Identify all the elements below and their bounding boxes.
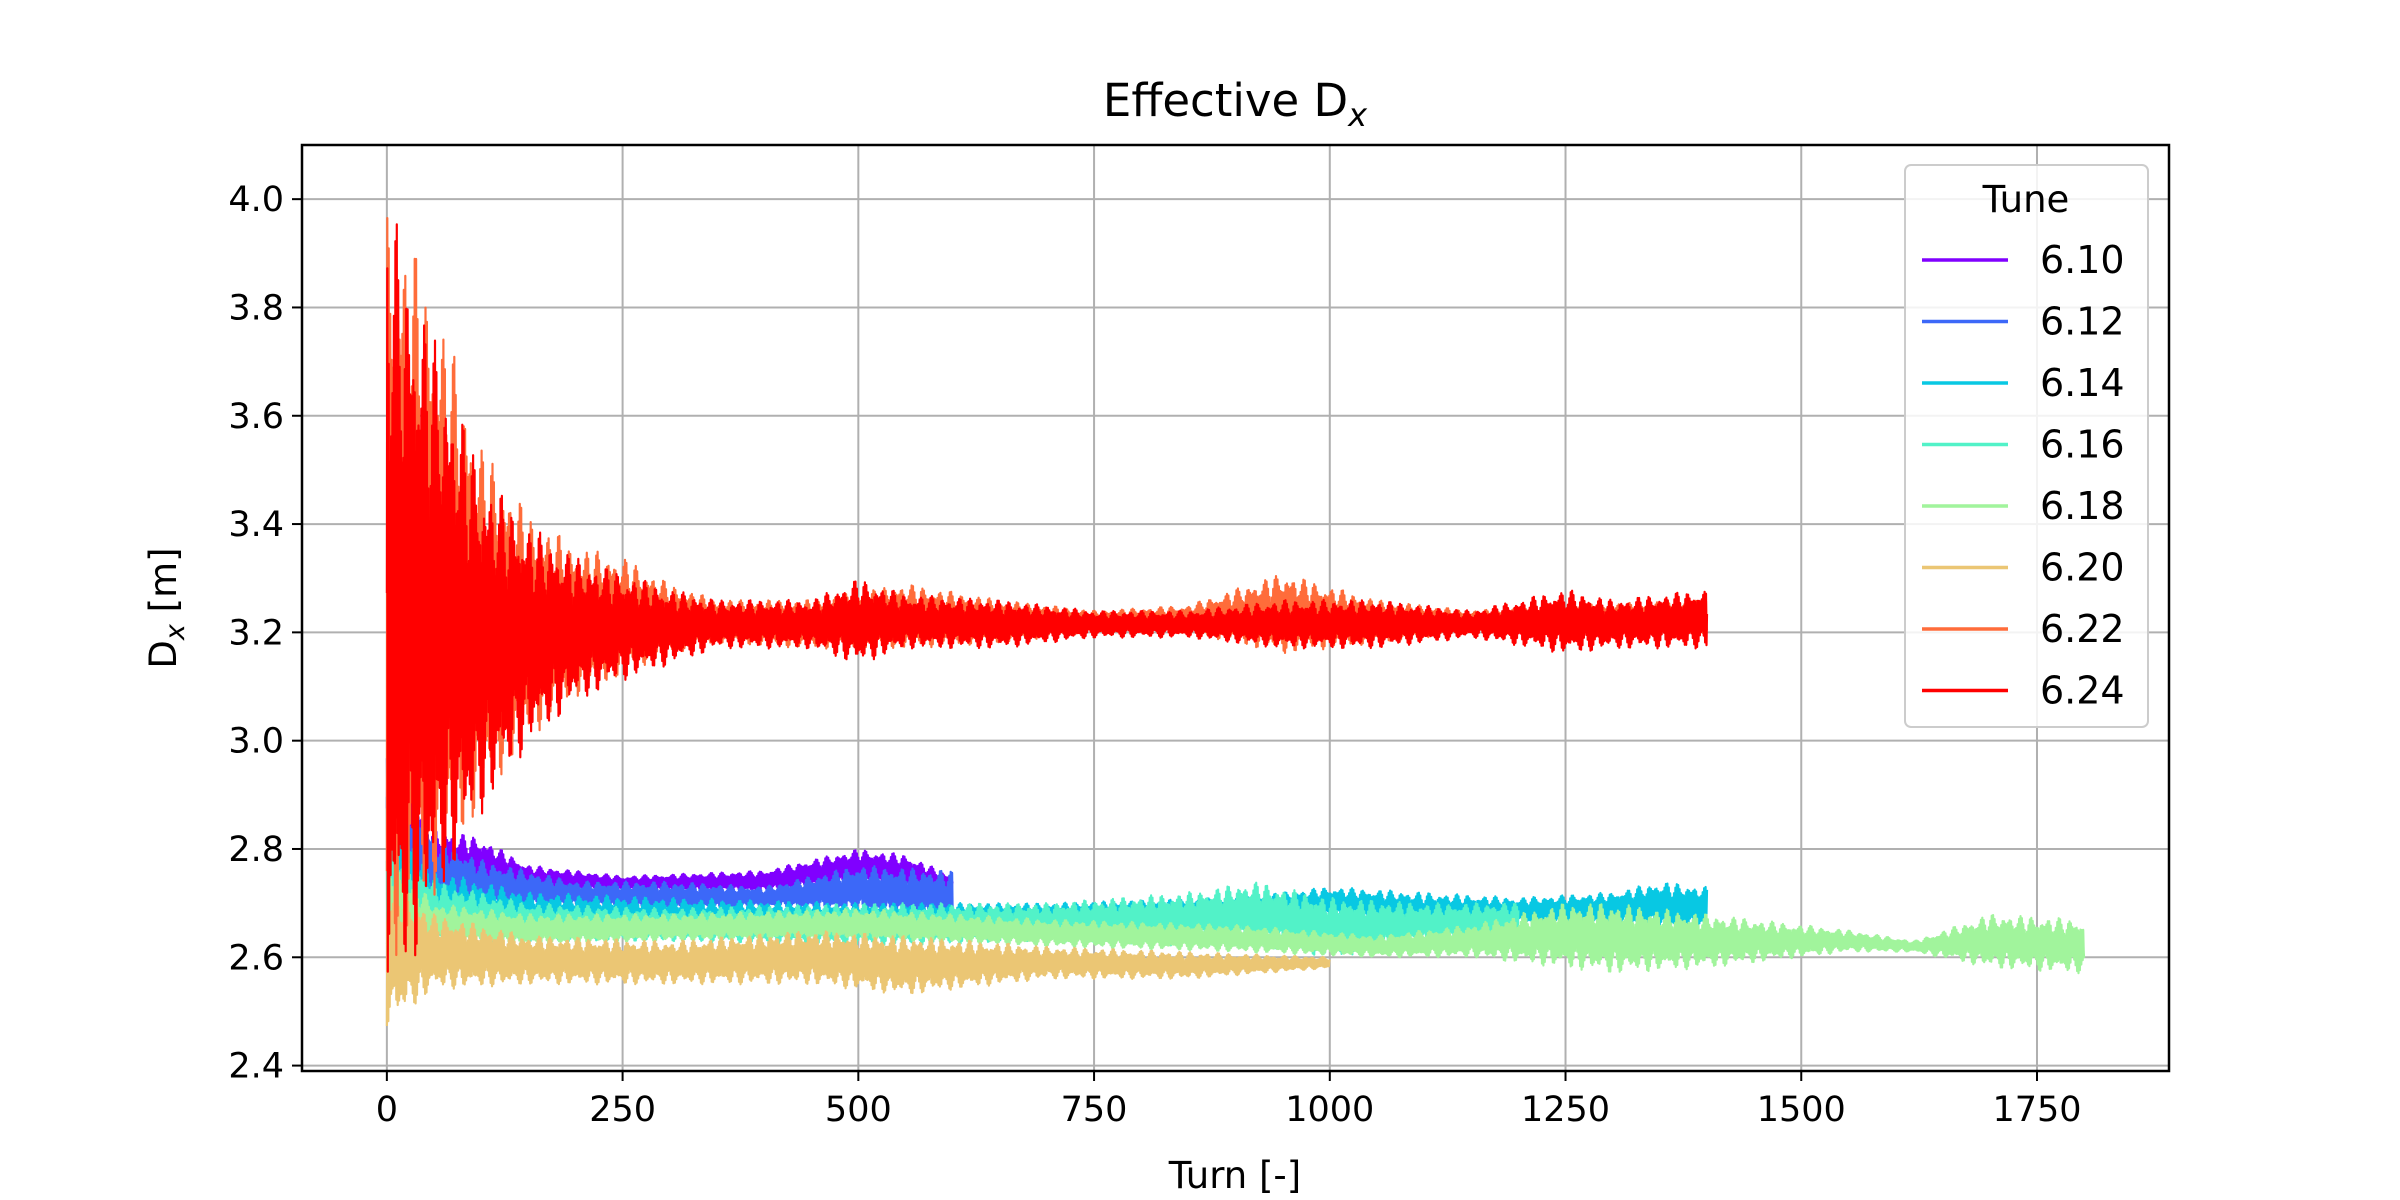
y-tick-label-8: 4.0 — [228, 180, 284, 220]
series-line-6-12 — [385, 755, 954, 924]
chart-title-main: Effective D — [1103, 74, 1348, 127]
y-axis-title-subscript: x — [160, 623, 191, 641]
x-tick-label-2: 500 — [825, 1090, 892, 1130]
series-line-6-20 — [385, 884, 1331, 1027]
series-line-6-10 — [385, 752, 954, 901]
legend-items: 6.10 6.12 6.14 6.16 6.18 6.20 6.22 6.24 — [1922, 238, 2125, 713]
legend-label-6-10: 6.10 — [2040, 238, 2125, 282]
legend-label-6-24: 6.24 — [2040, 669, 2125, 713]
y-axis-title: Dx [m] — [142, 547, 191, 668]
y-axis-title-unit: [m] — [142, 547, 185, 624]
legend-label-6-14: 6.14 — [2040, 361, 2125, 405]
x-tick-label-1: 250 — [589, 1090, 656, 1130]
y-tick-label-5: 3.4 — [228, 505, 284, 545]
legend-box — [1904, 164, 2149, 728]
legend-title: Tune — [1982, 178, 2070, 221]
x-tick-label-4: 1000 — [1285, 1090, 1374, 1130]
y-tick-label-7: 3.8 — [228, 288, 284, 328]
y-axis-title-main: D — [142, 640, 185, 669]
series-line-6-22 — [385, 217, 1709, 957]
series-line-6-18 — [385, 851, 2086, 975]
legend-label-6-16: 6.16 — [2040, 423, 2125, 467]
x-tick-label-6: 1500 — [1757, 1090, 1846, 1130]
ticks: 0 250 500 750 1000 1250 1500 1750 2.4 2.6 2.8 3.0 3.… — [228, 180, 2081, 1130]
legend-label-6-12: 6.12 — [2040, 300, 2125, 344]
x-tick-label-5: 1250 — [1521, 1090, 1610, 1130]
chart-title: Effective Dx — [1103, 74, 1368, 134]
y-tick-label-0: 2.4 — [228, 1047, 284, 1087]
chart-title-subscript: x — [1347, 96, 1368, 134]
y-tick-label-6: 3.6 — [228, 397, 284, 437]
legend-label-6-18: 6.18 — [2040, 484, 2125, 528]
x-tick-label-0: 0 — [376, 1090, 398, 1130]
y-tick-label-4: 3.2 — [228, 613, 284, 653]
x-tick-label-3: 750 — [1061, 1090, 1128, 1130]
y-tick-label-3: 3.0 — [228, 722, 284, 762]
legend-label-6-22: 6.22 — [2040, 607, 2125, 651]
series-line-6-24 — [385, 223, 1709, 973]
legend-label-6-20: 6.20 — [2040, 546, 2125, 590]
x-axis-title: Turn [-] — [1168, 1154, 1301, 1197]
plot-frame — [300, 143, 2171, 1073]
series-layer — [385, 217, 2086, 1027]
legend: Tune 6.10 6.12 6.14 6.16 6.18 6.20 6.22 6.24 — [1904, 164, 2149, 728]
x-tick-label-7: 1750 — [1992, 1090, 2081, 1130]
y-tick-label-2: 2.8 — [228, 830, 284, 870]
y-tick-label-1: 2.6 — [228, 938, 284, 978]
